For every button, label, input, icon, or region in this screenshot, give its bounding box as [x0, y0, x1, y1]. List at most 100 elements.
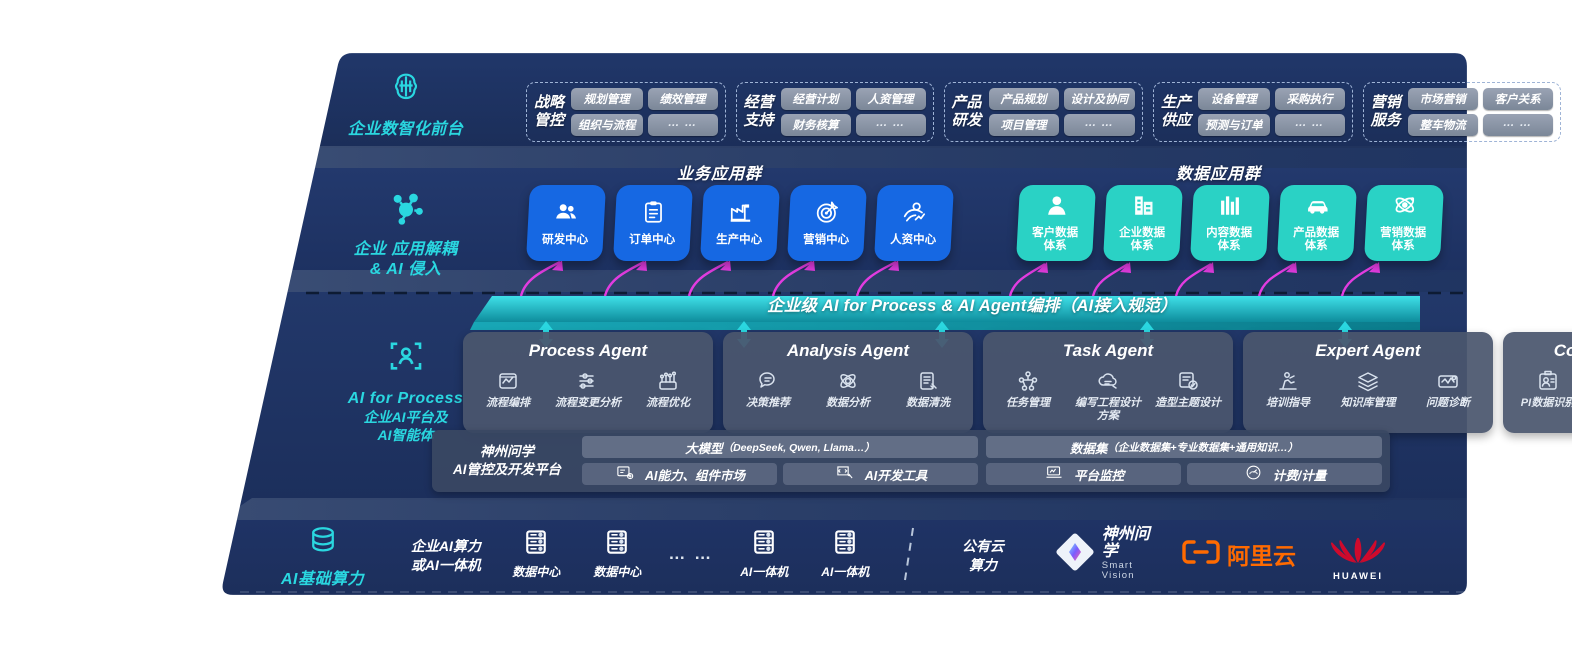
- agent-capability[interactable]: PI数据识别: [1511, 368, 1572, 410]
- agent-card[interactable]: Analysis Agent 决策推荐 数据分析 数据清洗: [723, 332, 973, 433]
- agent-capability-label: 问题诊断: [1426, 397, 1470, 409]
- app-card-label: 客户数据 体系: [1032, 227, 1079, 253]
- agent-capability-label: 知识库管理: [1340, 397, 1396, 409]
- layers-icon: [1356, 368, 1380, 394]
- agent-capability[interactable]: 编写工程设计方案: [1071, 368, 1145, 423]
- rail-label-line2: 企业AI平台及: [363, 409, 448, 425]
- logo-aliyun[interactable]: 阿里云: [1182, 537, 1296, 571]
- strategy-cell[interactable]: 规划管理: [571, 88, 643, 110]
- app-card[interactable]: 生产中心: [700, 185, 780, 261]
- server-icon: [749, 527, 779, 562]
- ai-dev-tool-cell[interactable]: AI开发工具: [783, 463, 978, 485]
- app-card-label: 企业数据 体系: [1119, 227, 1166, 253]
- agent-card[interactable]: Expert Agent 培训指导 知识库管理 问题诊断: [1243, 332, 1493, 433]
- strategy-cell[interactable]: 设计及协同: [1063, 88, 1136, 110]
- app-card-label: 生产中心: [716, 233, 763, 246]
- ai-capability-market-cell[interactable]: AI能力、组件市场: [582, 463, 777, 485]
- agent-capability[interactable]: 数据分析: [811, 368, 885, 410]
- strategy-cell[interactable]: 市场营销: [1407, 88, 1478, 110]
- strategy-cell[interactable]: … …: [1482, 114, 1553, 136]
- strategy-cell[interactable]: 产品规划: [988, 88, 1059, 110]
- infra-item-label: AI一体机: [821, 565, 870, 580]
- strategy-cell[interactable]: 绩效管理: [647, 88, 718, 110]
- strategy-cell[interactable]: 采购执行: [1274, 88, 1345, 110]
- rail-ai-for-process: AI for Process 企业AI平台及 AI智能体: [318, 335, 493, 444]
- app-card-label: 内容数据 体系: [1206, 227, 1253, 253]
- strategy-cell[interactable]: 财务核算: [780, 114, 851, 136]
- app-card[interactable]: 研发中心: [526, 185, 606, 261]
- app-card[interactable]: 订单中心: [613, 185, 693, 261]
- agent-card[interactable]: Compliance AgentPI数据识别数据权限 &安全合规预警: [1503, 332, 1572, 433]
- frame-outline: [220, 50, 1470, 598]
- logo-en: Smart Vision: [1101, 559, 1135, 581]
- task-grid-icon: [1016, 368, 1040, 394]
- agent-card[interactable]: Process Agent 流程编排 流程变更分析 流程优化: [463, 332, 713, 433]
- agent-capability[interactable]: 知识库管理: [1331, 368, 1405, 410]
- app-card[interactable]: 营销中心: [787, 185, 867, 261]
- strategy-group: 战略 管控 规划管理 绩效管理 组织与流程… …: [526, 82, 726, 142]
- agent-capability[interactable]: 造型主题设计: [1151, 368, 1225, 410]
- app-card[interactable]: 产品数据 体系: [1277, 185, 1357, 261]
- strategy-cell[interactable]: 人资管理: [855, 88, 926, 110]
- dataset-row: 数据集 （企业数据集+专业数据集+通用知识…）: [986, 436, 1382, 458]
- app-card[interactable]: 内容数据 体系: [1190, 185, 1270, 261]
- infra-item[interactable]: 数据中心: [577, 527, 658, 581]
- agent-capability-label: PI数据识别: [1520, 397, 1572, 409]
- app-card-label: 人资中心: [890, 233, 937, 246]
- agent-capability[interactable]: 流程编排: [471, 368, 545, 410]
- logo-en: HUAWEI: [1333, 570, 1383, 582]
- strategy-cell[interactable]: 经营计划: [780, 88, 851, 110]
- optimize-icon: [656, 368, 680, 394]
- logo-huawei[interactable]: HUAWEI: [1330, 527, 1386, 582]
- app-card[interactable]: 客户数据 体系: [1016, 185, 1096, 261]
- app-card[interactable]: 人资中心: [874, 185, 954, 261]
- app-card[interactable]: 营销数据 体系: [1364, 185, 1444, 261]
- agent-capability[interactable]: 流程优化: [631, 368, 705, 410]
- rail-app-decoupling: 企业 应用解耦 & AI 侵入: [318, 188, 493, 280]
- infra-item-label: 数据中心: [512, 565, 561, 580]
- strategy-group-title: 生产 供应: [1161, 94, 1192, 129]
- strategy-cell[interactable]: 项目管理: [988, 114, 1059, 136]
- app-card[interactable]: 企业数据 体系: [1103, 185, 1183, 261]
- agent-capability[interactable]: 流程变更分析: [551, 368, 625, 410]
- agent-capability[interactable]: 培训指导: [1251, 368, 1325, 410]
- brain-icon: [318, 68, 493, 114]
- app-card-label: 营销中心: [803, 233, 850, 246]
- strategy-cell[interactable]: … …: [1274, 114, 1345, 136]
- agent-card[interactable]: Task Agent 任务管理 编写工程设计方案 造型主题设计: [983, 332, 1233, 433]
- agent-capability[interactable]: 数据清洗: [891, 368, 965, 410]
- agent-capability[interactable]: 决策推荐: [731, 368, 805, 410]
- agent-capability[interactable]: 任务管理: [991, 368, 1065, 410]
- app-card-label: 营销数据 体系: [1380, 227, 1427, 253]
- strategy-cell[interactable]: … …: [855, 114, 926, 136]
- platform-title: 神州问学 AI管控及开发平台: [432, 430, 582, 492]
- logo-shenzhou-wenxue[interactable]: 神州问学 Smart Vision: [1055, 526, 1152, 581]
- infra-item[interactable]: AI一体机: [805, 527, 886, 581]
- agent-capability-label: 流程优化: [646, 397, 690, 409]
- billing-metering-cell[interactable]: 计费/计量: [1187, 463, 1382, 485]
- strategy-group: 生产 供应 设备管理 采购执行 预测与订单… …: [1153, 82, 1353, 142]
- infra-divider: [886, 526, 933, 582]
- strategy-cell[interactable]: 预测与订单: [1198, 114, 1270, 136]
- atom-analysis-icon: [836, 368, 860, 394]
- id-card-icon: [1536, 368, 1560, 394]
- atom-icon: [1392, 192, 1418, 223]
- strategy-cell[interactable]: … …: [1063, 114, 1136, 136]
- database-icon: [240, 522, 405, 564]
- strategy-cell[interactable]: 整车物流: [1407, 114, 1478, 136]
- strategy-cell[interactable]: 设备管理: [1198, 88, 1270, 110]
- agent-cards: Process Agent 流程编排 流程变更分析 流程优化 Analysis Agen…: [463, 332, 1572, 433]
- strategy-cell[interactable]: … …: [647, 114, 718, 136]
- rail-label: AI基础算力: [280, 571, 364, 588]
- agent-capability-label: 数据分析: [826, 397, 870, 409]
- infra-item[interactable]: AI一体机: [724, 527, 805, 581]
- strategy-cell[interactable]: 客户关系: [1482, 88, 1553, 110]
- agent-capability[interactable]: 问题诊断: [1411, 368, 1485, 410]
- business-group-heading: 业务应用群: [677, 166, 763, 183]
- infra-item[interactable]: 数据中心: [496, 527, 577, 581]
- agent-capability-label: 任务管理: [1006, 397, 1050, 409]
- strategy-cell[interactable]: 组织与流程: [571, 114, 643, 136]
- magenta-arrowheads: [552, 260, 1380, 273]
- platform-monitor-cell[interactable]: 平台监控: [986, 463, 1181, 485]
- clipboard-icon: [640, 199, 666, 230]
